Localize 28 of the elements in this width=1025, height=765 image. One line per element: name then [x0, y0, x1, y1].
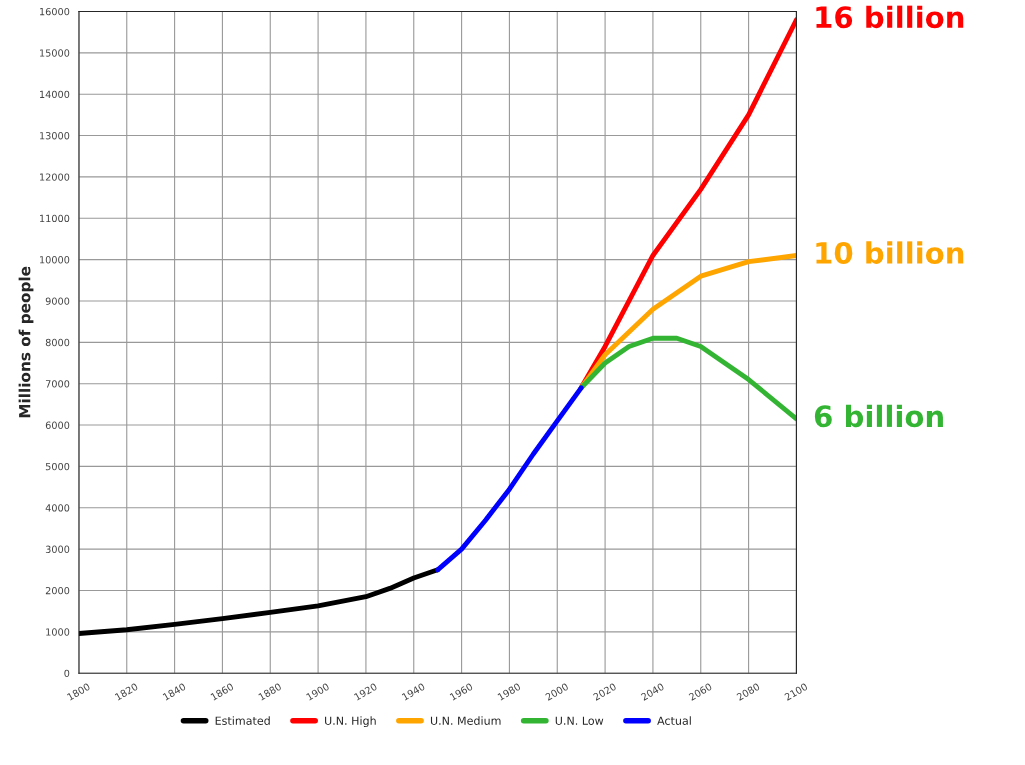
y-tick-label: 0	[64, 669, 70, 678]
legend-label: Estimated	[215, 716, 270, 725]
y-tick-label: 1000	[46, 628, 70, 636]
y-tick-label: 5000	[45, 462, 70, 471]
text: 6 billion	[814, 404, 943, 428]
legend-label: U.N. Low	[555, 716, 604, 725]
y-tick-label: 11000	[40, 214, 70, 223]
legend-label: U.N. High	[325, 716, 376, 728]
y-tick-label: 4000	[45, 504, 70, 512]
y-tick-label: 2000	[45, 586, 70, 595]
legend-label: Actual	[657, 716, 691, 725]
y-tick-label: 9000	[45, 297, 70, 305]
y-tick-label: 12000	[40, 173, 70, 181]
y-tick-label: 3000	[45, 545, 70, 553]
y-tick-label: 16000	[40, 7, 70, 16]
y-tick-label: 13000	[40, 132, 70, 140]
y-tick-label: 7000	[45, 380, 70, 388]
line-series	[435, 385, 584, 573]
y-axis-title: Millions of people	[18, 266, 34, 418]
text: 10 billion	[816, 241, 964, 264]
legend-label: U.N. Medium	[430, 716, 501, 725]
y-tick-label: 8000	[45, 338, 70, 347]
y-tick-label: 6000	[45, 421, 70, 429]
y-tick-label: 14000	[40, 90, 70, 99]
text: 16 billion	[816, 5, 964, 29]
line-series	[578, 335, 797, 422]
y-tick-label: 15000	[40, 49, 70, 57]
y-tick-label: 10000	[40, 256, 70, 264]
